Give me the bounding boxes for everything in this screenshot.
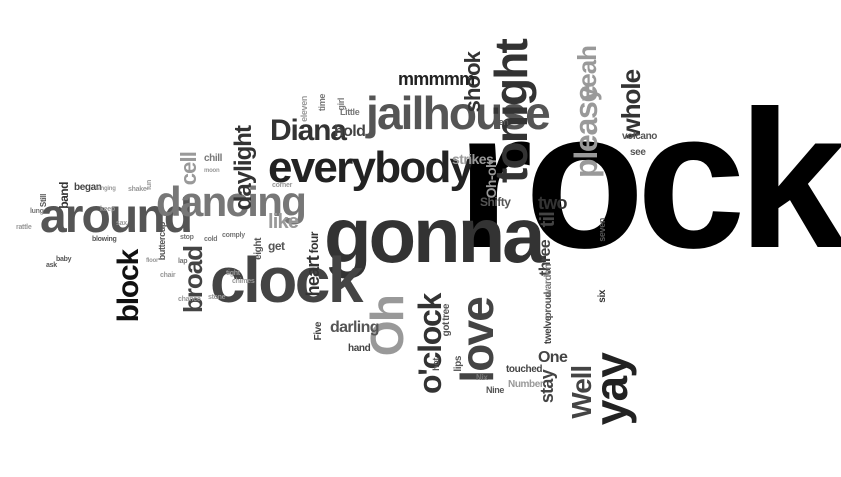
word-chimes: chimes <box>232 278 255 285</box>
word-heart: heart <box>303 256 323 297</box>
word-cold: cold <box>204 236 218 243</box>
word-keep: keep <box>100 206 115 213</box>
word-time: time <box>317 94 327 112</box>
word-got: got <box>441 322 452 337</box>
word-stone: stone <box>208 294 226 301</box>
word-fun: fun <box>146 180 153 191</box>
word-warden: warden <box>543 264 554 297</box>
word-five: Five <box>313 322 324 341</box>
word-began: began <box>74 182 102 193</box>
word-diana: Diana <box>270 114 347 147</box>
word-darling: darling <box>330 319 379 336</box>
word-shifty: Shifty <box>480 195 511 209</box>
word-whole: whole <box>616 70 646 139</box>
word-girl: girl <box>336 98 346 111</box>
word-hand: hand <box>348 343 371 354</box>
word-gonna: gonna <box>324 191 546 279</box>
word-four: four <box>307 232 321 254</box>
word-number: Number <box>508 379 544 390</box>
word-two: two <box>538 193 568 213</box>
word-nix: Nix <box>476 373 488 382</box>
word-comply: comply <box>222 232 245 239</box>
word-singing: singing <box>96 186 116 192</box>
word-hot: hot <box>431 358 441 371</box>
word-seven: seven <box>597 218 607 242</box>
word-get: get <box>268 239 285 253</box>
word-rattle: rattle <box>16 224 32 231</box>
word-ten: ten <box>496 117 509 127</box>
word-lap: lap <box>178 258 188 265</box>
word-oh-oh: Oh-oh <box>483 160 499 199</box>
word-lung: lung <box>30 208 44 215</box>
word-twelve: twelve <box>543 316 554 345</box>
word-moon: moon <box>204 168 220 174</box>
word-everybody: everybody <box>268 143 474 192</box>
word-still: Still <box>39 194 48 208</box>
word-tight: tight <box>226 270 240 277</box>
word-blowing: blowing <box>92 236 117 243</box>
word-dancing: dancing <box>156 178 307 225</box>
word-yeah: yeah <box>572 46 602 102</box>
word-volcano: volcano <box>622 131 657 142</box>
word-chair: chair <box>160 272 176 279</box>
word-band: band <box>57 182 71 209</box>
word-touched: touched <box>506 364 543 375</box>
word-sax: sax <box>116 220 127 227</box>
word-rock: rock <box>456 70 841 289</box>
word-chill: chill <box>204 153 223 164</box>
word-little: Little <box>340 107 360 117</box>
word-chance: chance <box>178 296 201 303</box>
word-corner: corner <box>272 182 293 189</box>
word-hold: hold <box>334 123 366 140</box>
word-see: see <box>630 147 646 158</box>
word-eight: eight <box>253 238 264 260</box>
word-strikes: strikes <box>452 151 494 167</box>
word-ask: ask <box>46 262 57 269</box>
word-like: like <box>268 211 299 233</box>
word-til: til <box>537 212 559 228</box>
word-stop: stop <box>180 234 194 241</box>
word-tree: tree <box>441 304 452 321</box>
word-shake: shake <box>128 186 147 193</box>
word-floor: floor <box>146 258 159 264</box>
word-jailhouse: jailhouse <box>366 87 551 139</box>
word-buttercup: buttercup <box>157 222 167 261</box>
word-baby: baby <box>56 256 72 263</box>
word-block: block <box>112 250 145 323</box>
word-clock: clock <box>210 244 363 316</box>
word-cell: cell <box>176 152 201 186</box>
word-around: around <box>40 190 193 243</box>
word-nine: Nine <box>486 385 505 395</box>
word-one: One <box>538 349 568 366</box>
word-daylight: daylight <box>230 126 257 211</box>
word-mmmmm: mmmmm <box>398 69 475 89</box>
word-six: six <box>597 290 608 303</box>
word-well: Well <box>566 366 597 419</box>
word-lips: lips <box>453 356 464 372</box>
word-eleven: eleven <box>299 96 309 122</box>
